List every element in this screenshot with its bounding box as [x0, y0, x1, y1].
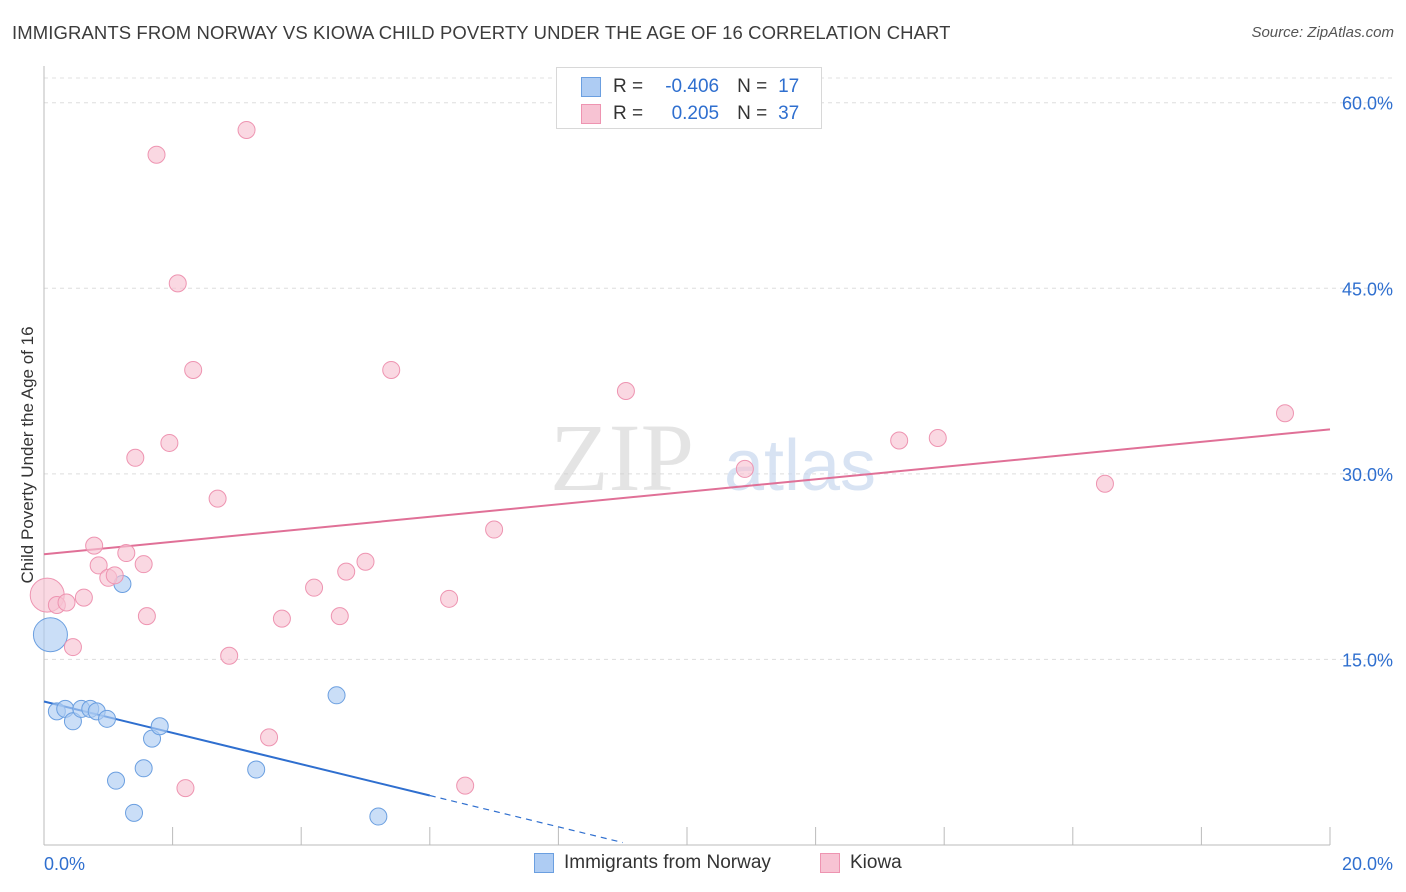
- kiowa-point: [440, 589, 459, 608]
- norway-point: [63, 712, 82, 731]
- kiowa-point: [147, 145, 166, 164]
- data-points: [29, 120, 1294, 826]
- n-value: 17: [778, 76, 800, 97]
- legend-item-kiowa[interactable]: Kiowa: [820, 852, 902, 874]
- kiowa-point: [456, 776, 475, 795]
- kiowa-point: [1095, 474, 1114, 493]
- norway-point: [107, 771, 126, 790]
- kiowa-point: [208, 489, 227, 508]
- tick-labels: 15.0% 30.0% 45.0% 60.0% 0.0% 20.0%: [44, 94, 1393, 874]
- kiowa-point: [305, 578, 324, 597]
- r-label: R =: [613, 76, 644, 97]
- kiowa-point: [890, 431, 909, 450]
- x-tick-label: 0.0%: [44, 854, 85, 874]
- kiowa-point: [356, 552, 375, 571]
- watermark: ZIP atlas: [550, 404, 876, 511]
- y-tick-label: 45.0%: [1342, 279, 1393, 299]
- n-value: 37: [778, 103, 800, 124]
- legend-item-norway[interactable]: Immigrants from Norway: [534, 852, 771, 874]
- kiowa-point: [105, 566, 124, 585]
- norway-legend-swatch: [534, 853, 554, 873]
- kiowa-point: [220, 646, 239, 665]
- x-tick-label: 20.0%: [1342, 854, 1393, 874]
- kiowa-point: [928, 428, 947, 447]
- kiowa-point: [74, 588, 93, 607]
- kiowa-point: [85, 536, 104, 555]
- kiowa-legend-swatch: [820, 853, 840, 873]
- watermark-zip: ZIP: [550, 404, 694, 511]
- norway-point: [369, 807, 388, 826]
- y-tick-label: 60.0%: [1342, 94, 1393, 114]
- norway-point: [134, 759, 153, 778]
- kiowa-point: [160, 433, 179, 452]
- kiowa-point: [137, 607, 156, 626]
- chart-title: IMMIGRANTS FROM NORWAY VS KIOWA CHILD PO…: [12, 22, 951, 43]
- kiowa-point: [57, 593, 76, 612]
- norway-point: [247, 760, 266, 779]
- kiowa-point: [168, 274, 187, 293]
- n-label: N =: [737, 103, 768, 124]
- kiowa-point: [330, 607, 349, 626]
- source-credit: Source: ZipAtlas.com: [1251, 24, 1394, 41]
- kiowa-point: [126, 448, 145, 467]
- norway-swatch: [581, 77, 601, 97]
- kiowa-point: [134, 555, 153, 574]
- norway-point: [327, 686, 346, 705]
- y-tick-label: 30.0%: [1342, 465, 1393, 485]
- norway-point: [32, 617, 68, 653]
- n-label: N =: [737, 76, 768, 97]
- legend-label-norway: Immigrants from Norway: [564, 852, 771, 873]
- correlation-legend: R = -0.406 N = 17 R = 0.205 N = 37: [556, 67, 822, 129]
- kiowa-point: [616, 381, 635, 400]
- kiowa-point: [63, 638, 82, 657]
- kiowa-point: [184, 360, 203, 379]
- kiowa-point: [1275, 404, 1294, 423]
- kiowa-swatch: [581, 104, 601, 124]
- kiowa-point: [260, 728, 279, 747]
- trend-lines: [43, 428, 1331, 844]
- kiowa-point: [272, 609, 291, 628]
- norway-point: [98, 709, 117, 728]
- legend-row-norway: R = -0.406 N = 17: [581, 75, 799, 99]
- norway-point: [150, 717, 169, 736]
- trend-line-norway-extrapolated: [429, 794, 623, 844]
- axes: [43, 66, 1331, 846]
- r-label: R =: [613, 103, 644, 124]
- trend-line-kiowa: [43, 428, 1331, 556]
- kiowa-point: [237, 120, 256, 139]
- series-legend: Immigrants from Norway Kiowa: [0, 852, 1406, 878]
- kiowa-point: [117, 544, 136, 563]
- legend-row-kiowa: R = 0.205 N = 37: [581, 102, 799, 126]
- y-tick-label: 15.0%: [1342, 650, 1393, 670]
- norway-point: [125, 803, 144, 822]
- kiowa-point: [485, 520, 504, 539]
- r-value: -0.406: [665, 76, 720, 97]
- kiowa-point: [89, 556, 108, 575]
- legend-label-kiowa: Kiowa: [850, 852, 902, 873]
- gridlines: [44, 77, 1392, 660]
- kiowa-point: [337, 562, 356, 581]
- r-value: 0.205: [671, 103, 720, 124]
- kiowa-point: [735, 459, 754, 478]
- kiowa-point: [382, 360, 401, 379]
- kiowa-point: [176, 779, 195, 798]
